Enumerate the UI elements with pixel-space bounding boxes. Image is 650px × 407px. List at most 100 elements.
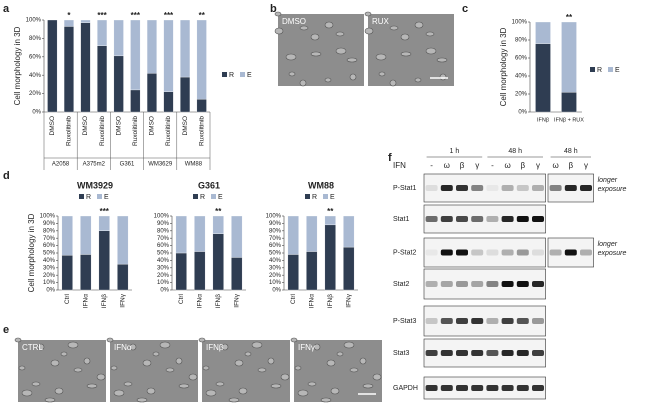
blot-band xyxy=(532,185,544,191)
x-tick-label: Ruxolitinib xyxy=(198,116,205,146)
blot-band xyxy=(440,281,453,287)
bar-segment xyxy=(324,215,336,226)
x-tick-label: DMSO xyxy=(115,116,122,136)
blot-band xyxy=(486,350,499,356)
x-tick-label: IFNα xyxy=(82,294,89,308)
y-tick-label: 30% xyxy=(157,265,170,271)
significance-label: *** xyxy=(131,11,141,20)
cell xyxy=(73,367,83,373)
cell xyxy=(54,387,64,395)
y-tick-label: 50% xyxy=(269,251,282,257)
cell xyxy=(244,351,252,357)
bar-segment xyxy=(63,26,74,113)
cell xyxy=(349,367,359,373)
blot-band xyxy=(532,216,544,222)
cell xyxy=(221,343,229,351)
cell xyxy=(364,27,374,35)
x-tick-label: DMSO xyxy=(149,116,156,136)
cell xyxy=(320,397,332,403)
bar-segment xyxy=(113,55,124,113)
legend-swatch xyxy=(590,67,595,72)
blot-band xyxy=(564,185,577,191)
x-tick-label: Ctrl xyxy=(290,293,297,304)
blot-band xyxy=(580,249,592,256)
cell xyxy=(414,21,424,29)
blot-band xyxy=(516,216,529,222)
bar-segment xyxy=(194,215,206,252)
group-label: A375m2 xyxy=(83,162,106,168)
cell xyxy=(96,373,106,381)
y-axis-label: Cell morphology in 3D xyxy=(13,26,22,105)
y-tick-label: 60% xyxy=(269,243,282,249)
cell xyxy=(294,365,302,371)
significance-label: *** xyxy=(164,11,174,20)
y-tick-label: 40% xyxy=(515,74,528,80)
cell xyxy=(436,57,448,63)
cell xyxy=(310,51,322,57)
bar-segment xyxy=(163,19,174,92)
cell xyxy=(106,337,114,343)
y-tick-label: 0% xyxy=(272,288,281,294)
blot-band xyxy=(456,249,468,256)
blot-row-label: P-Stat3 xyxy=(393,318,416,325)
cell xyxy=(152,351,160,357)
chart-title: WM88 xyxy=(308,180,334,190)
blot-band xyxy=(456,216,468,222)
cell xyxy=(336,351,344,357)
cell xyxy=(425,47,437,55)
bar-segment xyxy=(196,98,207,113)
x-tick-label: DMSO xyxy=(49,116,56,136)
cell xyxy=(270,383,282,389)
y-tick-label: 20% xyxy=(515,92,528,98)
legend-swatch xyxy=(79,194,84,199)
x-tick-label: Ruxolitinib xyxy=(165,116,172,146)
significance-label: ** xyxy=(566,13,573,22)
lane-label: - xyxy=(430,161,433,170)
cell xyxy=(375,53,387,61)
cell xyxy=(123,381,133,387)
cell xyxy=(280,373,290,381)
y-tick-label: 70% xyxy=(43,236,56,242)
bar-segment xyxy=(80,254,92,291)
bar-segment xyxy=(146,19,157,74)
blot-strip xyxy=(423,376,546,400)
panel-letter: d xyxy=(3,170,10,182)
time-label: 48 h xyxy=(564,148,578,155)
bar-segment xyxy=(180,76,191,113)
blot-row-label: P-Stat2 xyxy=(393,249,416,256)
blot-band xyxy=(532,385,544,391)
cell xyxy=(60,351,68,357)
y-tick-label: 10% xyxy=(157,280,170,286)
y-tick-label: 80% xyxy=(269,228,282,234)
blot-band xyxy=(456,318,468,324)
bar-segment xyxy=(196,19,207,100)
x-tick-label: IFNβ + RUX xyxy=(554,117,584,123)
blot-band xyxy=(516,185,529,191)
bar-segment xyxy=(163,91,174,113)
cell xyxy=(299,79,307,87)
blot-band xyxy=(456,350,468,356)
bar-segment xyxy=(180,19,191,78)
y-tick-label: 60% xyxy=(515,56,528,62)
blot-band xyxy=(471,185,484,191)
y-tick-label: 80% xyxy=(157,228,170,234)
bar-segment xyxy=(306,251,318,291)
blot-band xyxy=(549,249,562,256)
x-tick-label: IFNγ xyxy=(233,293,240,307)
group-label: WM3629 xyxy=(148,162,173,168)
legend-label: E xyxy=(247,72,252,79)
blot-band xyxy=(486,318,499,324)
cell xyxy=(349,73,357,81)
x-tick-label: IFNα xyxy=(308,294,315,308)
x-tick-label: Ruxolitinib xyxy=(66,116,73,146)
cell xyxy=(215,381,225,387)
blot-band xyxy=(471,350,484,356)
blot-row-label: GAPDH xyxy=(393,385,418,392)
chart-title: G361 xyxy=(198,180,220,190)
y-tick-label: 60% xyxy=(29,54,42,60)
y-tick-label: 50% xyxy=(43,251,56,257)
time-label: 1 h xyxy=(450,148,460,155)
blot-band xyxy=(564,249,577,256)
bar-segment xyxy=(561,21,577,93)
